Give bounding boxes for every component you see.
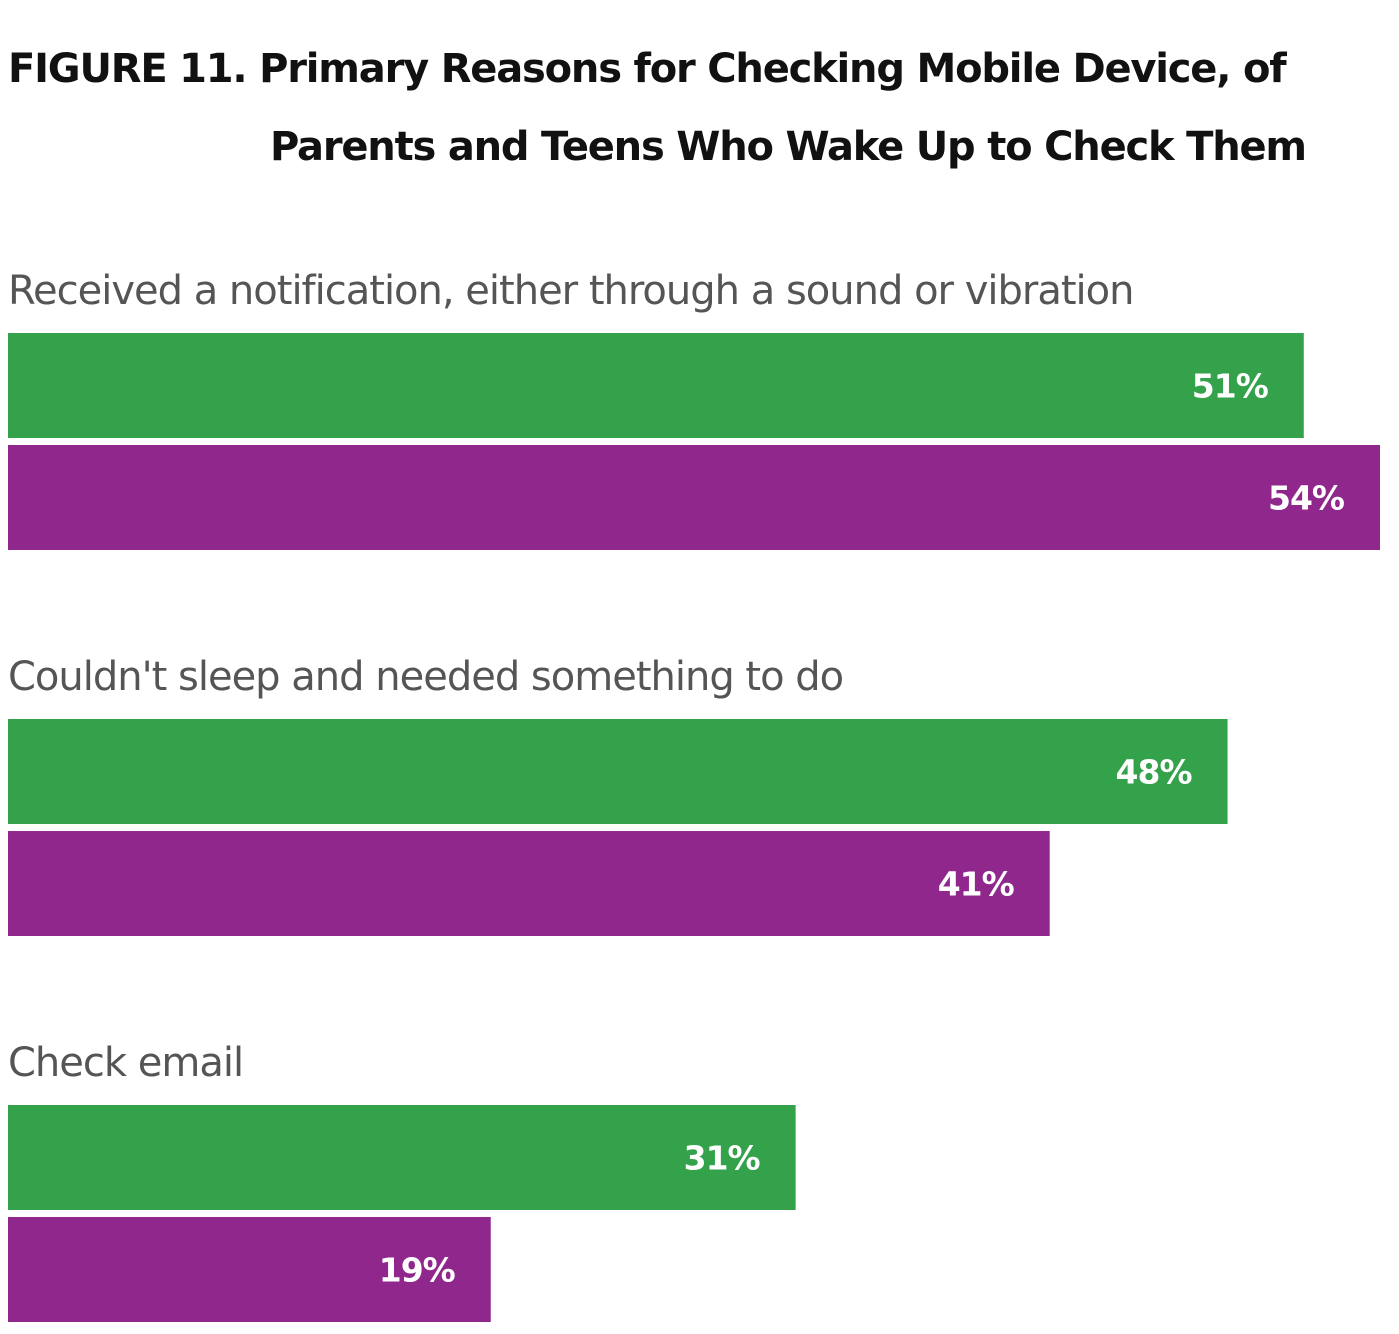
category-group: Received a notification, either through … <box>8 268 1380 550</box>
bar <box>8 1217 491 1322</box>
value-label: 19% <box>379 1251 456 1290</box>
category-label: Check email <box>8 1040 243 1086</box>
value-label: 48% <box>1116 753 1193 792</box>
bar <box>8 445 1380 550</box>
value-label: 41% <box>938 865 1015 904</box>
bar <box>8 1105 796 1210</box>
bar <box>8 831 1050 936</box>
chart-title-line-2: Parents and Teens Who Wake Up to Check T… <box>270 124 1307 170</box>
value-label: 51% <box>1192 367 1269 406</box>
category-group: Couldn't sleep and needed something to d… <box>8 654 1228 936</box>
category-label: Couldn't sleep and needed something to d… <box>8 654 843 700</box>
chart-title: FIGURE 11. Primary Reasons for Checking … <box>8 30 1398 186</box>
value-label: 31% <box>684 1139 761 1178</box>
category-label: Received a notification, either through … <box>8 268 1133 314</box>
bar <box>8 719 1228 824</box>
category-group: Check email 31% 19% <box>8 1040 796 1322</box>
bar <box>8 333 1304 438</box>
value-label: 54% <box>1268 479 1345 518</box>
chart-title-line-1: FIGURE 11. Primary Reasons for Checking … <box>8 46 1287 92</box>
